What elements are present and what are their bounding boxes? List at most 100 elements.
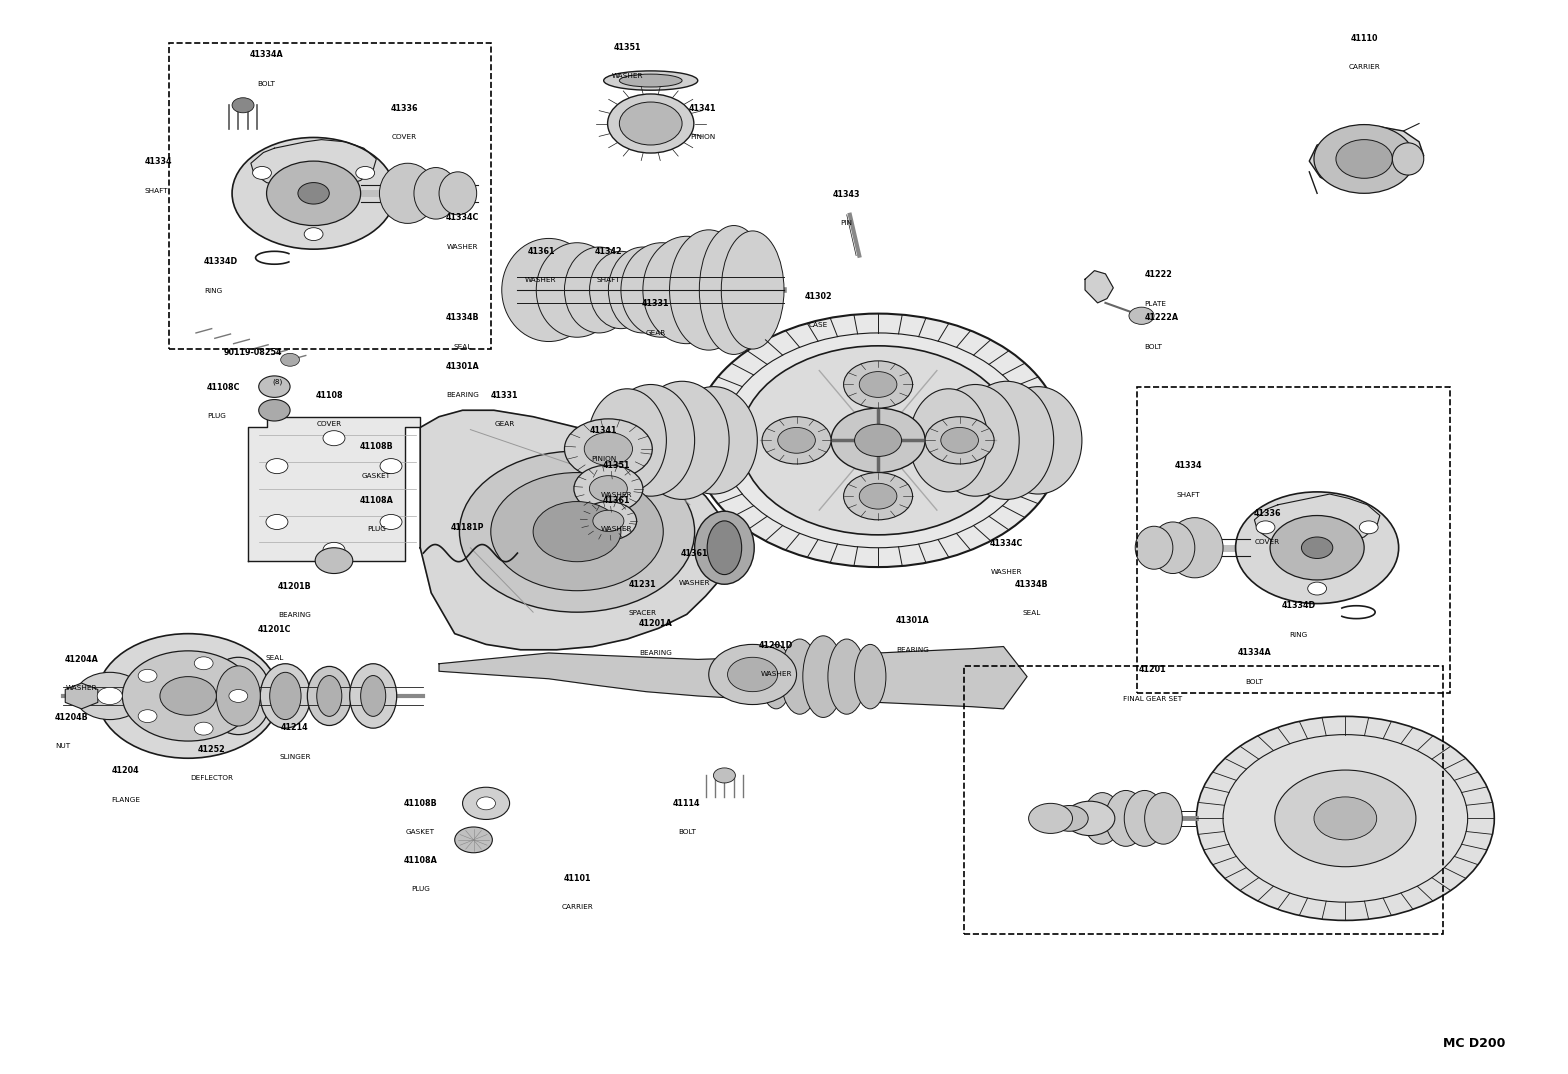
Text: 41301A: 41301A [895,616,930,625]
Text: WASHER: WASHER [66,685,97,692]
Text: 41334B: 41334B [445,314,480,322]
Text: 41361: 41361 [527,247,555,256]
Ellipse shape [216,666,260,726]
Ellipse shape [379,163,436,223]
Text: GASKET: GASKET [362,473,390,479]
Ellipse shape [699,226,768,354]
Text: 41341: 41341 [688,104,717,113]
Text: DEFLECTOR: DEFLECTOR [190,775,234,782]
Ellipse shape [960,381,1054,499]
Ellipse shape [1105,790,1146,846]
Ellipse shape [721,231,784,349]
Text: CASE: CASE [809,322,828,329]
Polygon shape [439,647,1027,709]
Text: 41181P: 41181P [450,523,485,532]
Ellipse shape [1124,790,1165,846]
Circle shape [379,514,401,529]
Ellipse shape [1392,143,1424,175]
Circle shape [1051,806,1088,831]
Text: 41334C: 41334C [445,214,480,222]
Text: 41334: 41334 [1174,462,1203,470]
Circle shape [831,408,925,473]
Text: 41222: 41222 [1145,271,1173,279]
Ellipse shape [619,74,682,87]
Ellipse shape [803,636,844,717]
Circle shape [1359,521,1378,534]
Circle shape [138,669,157,682]
Circle shape [941,427,978,453]
Ellipse shape [361,676,386,716]
Polygon shape [1085,271,1113,303]
Ellipse shape [1135,526,1173,569]
Text: WASHER: WASHER [612,73,643,79]
Text: 41231: 41231 [629,580,657,589]
Text: 41331: 41331 [641,300,670,308]
Ellipse shape [414,168,458,219]
Text: SHAFT: SHAFT [144,188,168,194]
Ellipse shape [590,251,652,329]
Text: 41201C: 41201C [257,625,292,634]
Text: 41108: 41108 [315,391,343,400]
Text: PLUG: PLUG [367,526,386,533]
Circle shape [298,183,329,204]
Bar [1137,387,1450,693]
Circle shape [315,548,353,574]
Text: PIN: PIN [840,220,853,227]
Text: CARRIER: CARRIER [561,904,593,911]
Text: SHAFT: SHAFT [597,277,619,284]
Ellipse shape [909,389,988,492]
Text: PLATE: PLATE [1145,301,1167,307]
Circle shape [533,502,621,562]
Text: 41108B: 41108B [403,799,437,808]
Ellipse shape [307,666,351,726]
Circle shape [97,687,122,705]
Circle shape [259,376,290,397]
Text: 41342: 41342 [594,247,622,256]
Ellipse shape [502,238,596,342]
Circle shape [574,465,643,512]
Ellipse shape [1151,522,1195,574]
Circle shape [122,651,254,741]
Circle shape [1029,803,1073,833]
Circle shape [844,361,913,408]
Circle shape [97,634,279,758]
Circle shape [379,459,401,474]
Ellipse shape [643,236,731,344]
Text: 41114: 41114 [673,799,701,808]
Text: 41334A: 41334A [1237,649,1272,657]
Circle shape [585,433,632,465]
Text: PINION: PINION [690,134,715,141]
Ellipse shape [760,644,792,709]
Text: BEARING: BEARING [279,612,310,619]
Ellipse shape [588,389,666,492]
Polygon shape [420,410,734,650]
Text: BEARING: BEARING [640,650,671,656]
Text: 41331: 41331 [491,391,519,400]
Ellipse shape [621,243,702,337]
Text: 41343: 41343 [833,190,861,199]
Ellipse shape [350,664,397,728]
Ellipse shape [607,384,695,496]
Text: 41341: 41341 [590,426,618,435]
Text: 41201D: 41201D [759,641,793,650]
Text: MC D200: MC D200 [1443,1037,1505,1050]
Circle shape [252,166,271,179]
Bar [169,43,491,349]
Text: 41361: 41361 [602,496,630,505]
Polygon shape [248,417,420,561]
Ellipse shape [781,639,818,714]
Circle shape [138,710,157,723]
Ellipse shape [707,521,742,575]
Text: WASHER: WASHER [601,492,632,498]
Text: 41301A: 41301A [445,362,480,371]
Circle shape [762,417,831,464]
Text: 41222A: 41222A [1145,314,1179,322]
Text: 41336: 41336 [1253,509,1281,518]
Circle shape [593,510,624,532]
Text: BOLT: BOLT [1245,679,1264,685]
Text: COVER: COVER [1254,539,1279,546]
Circle shape [1301,537,1333,558]
Circle shape [1256,521,1275,534]
Text: 41108A: 41108A [403,856,437,865]
Text: 41334D: 41334D [204,258,238,266]
